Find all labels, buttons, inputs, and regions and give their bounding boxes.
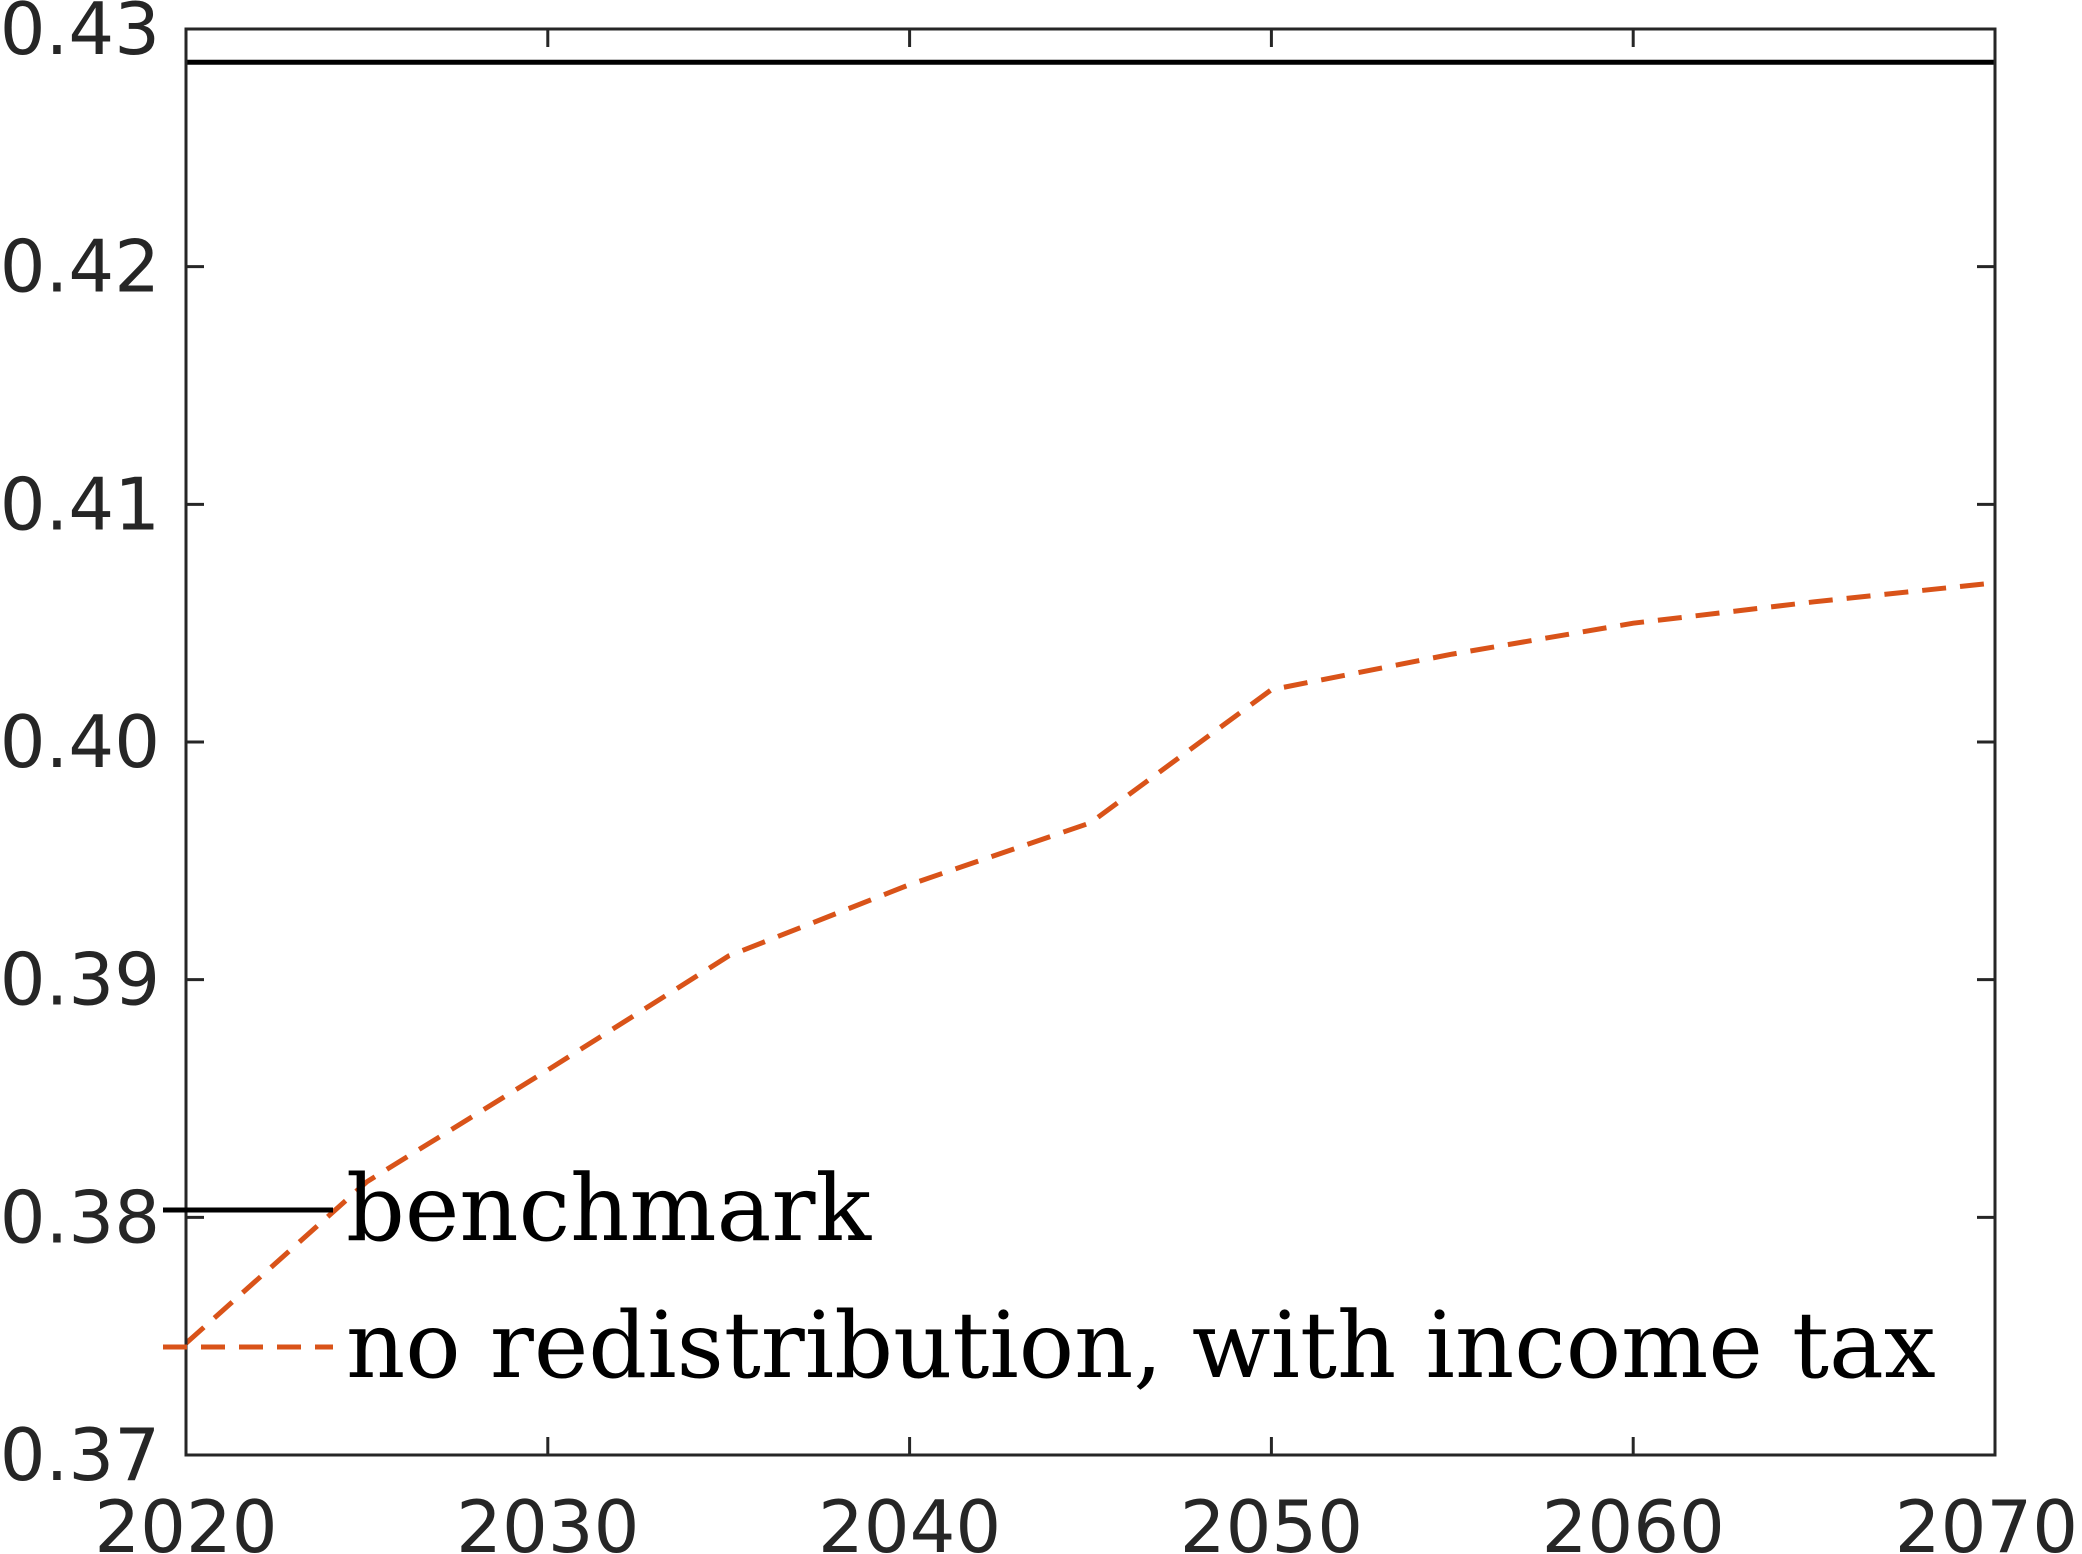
x-tick-label: 2070 [1895,1485,2078,1554]
y-tick-label: 0.42 [0,225,160,309]
x-tick-label: 2020 [94,1485,277,1554]
x-tick-label: 2050 [1180,1485,1363,1554]
y-tick-label: 0.40 [0,700,160,784]
series-layer [184,59,1996,1346]
y-axis-tick-labels: 0.37 0.38 0.39 0.40 0.41 0.42 0.43 [0,0,160,1497]
y-tick-label: 0.41 [0,462,160,546]
y-tick-label: 0.38 [0,1175,160,1259]
axis-ticks [184,27,1997,1457]
legend-label-benchmark: benchmark [346,1155,872,1262]
x-axis-tick-labels: 2020 2030 2040 2050 2060 2070 [94,1485,2078,1554]
x-tick-label: 2060 [1542,1485,1725,1554]
series-line-1 [184,580,1996,1346]
x-tick-label: 2040 [818,1485,1001,1554]
x-tick-label: 2030 [456,1485,639,1554]
y-tick-label: 0.37 [0,1413,160,1497]
legend-label-no-redistribution: no redistribution, with income tax [346,1292,1936,1399]
y-tick-label: 0.43 [0,0,160,71]
legend: benchmark no redistribution, with income… [163,1155,1936,1399]
y-tick-label: 0.39 [0,938,160,1022]
